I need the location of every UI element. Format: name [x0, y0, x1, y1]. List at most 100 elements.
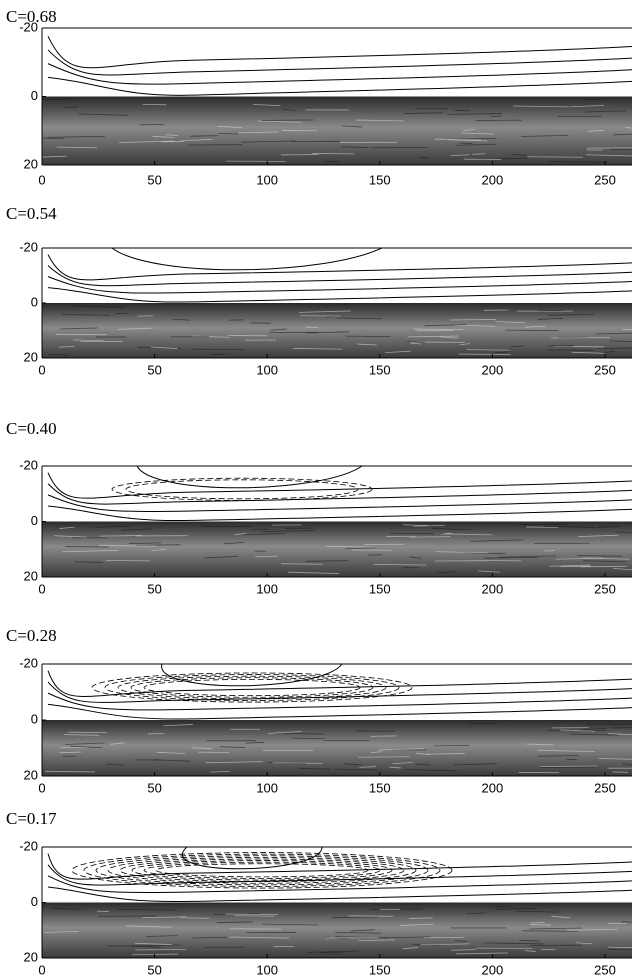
flow-streak: [59, 526, 75, 529]
dashed-contour: [155, 863, 369, 878]
flow-streak: [583, 560, 626, 563]
x-tick-label: 100: [256, 362, 278, 377]
flow-streak: [64, 734, 100, 736]
flow-streak: [415, 752, 431, 755]
flow-streak: [560, 729, 596, 732]
flow-streak: [580, 727, 607, 731]
flow-streak: [238, 131, 279, 134]
flow-streak: [135, 544, 181, 546]
flow-streak: [415, 763, 431, 766]
flow-streak: [598, 757, 632, 760]
flow-streak: [72, 305, 125, 308]
flow-streak: [281, 108, 296, 111]
flow-streak: [281, 563, 324, 565]
flow-streak: [583, 110, 627, 113]
flow-streak: [410, 342, 422, 345]
flow-streak: [198, 751, 230, 754]
flow-streak: [342, 125, 362, 128]
flow-streak: [459, 343, 471, 346]
dashed-contour: [143, 678, 361, 697]
flow-streak: [262, 923, 319, 926]
flow-streak: [526, 743, 554, 746]
flow-streak: [542, 525, 595, 528]
flow-streak: [463, 129, 475, 132]
y-tick-label: -20: [19, 239, 38, 254]
flow-streak: [270, 328, 287, 331]
flow-streak: [54, 535, 88, 538]
flow-streak: [624, 126, 632, 129]
panel-title: C=0.17: [6, 809, 57, 828]
y-tick-label: 20: [24, 767, 38, 782]
dashed-contour: [95, 855, 429, 886]
flow-streak: [538, 755, 579, 757]
flow-streak: [181, 139, 213, 142]
contour: [161, 663, 343, 687]
contour: [47, 49, 632, 76]
flow-streak: [165, 134, 178, 136]
flow-streak: [117, 908, 177, 911]
flow-streak: [373, 564, 427, 566]
flow-streak: [135, 948, 186, 951]
flow-streak: [466, 349, 511, 351]
flow-streak: [205, 761, 263, 764]
flow-streak: [484, 556, 538, 559]
flow-streak: [469, 722, 497, 725]
flow-streak: [440, 336, 459, 339]
x-tick-label: 50: [147, 581, 161, 596]
panel-title: C=0.28: [6, 626, 57, 645]
dashed-contour: [107, 856, 417, 884]
flow-streak: [357, 756, 410, 758]
flow-streak: [432, 528, 471, 531]
flow-streak: [340, 146, 370, 148]
contour: [47, 63, 632, 85]
flow-streak: [609, 340, 632, 343]
flow-streak: [566, 928, 618, 931]
flow-streak: [356, 119, 404, 122]
y-tick-label: 0: [31, 88, 38, 103]
flow-streak: [216, 921, 253, 923]
x-tick-label: 200: [482, 581, 504, 596]
flow-streak: [622, 763, 632, 766]
flow-streak: [117, 327, 154, 330]
flow-streak: [126, 925, 173, 928]
flow-streak: [218, 132, 239, 135]
flow-streak: [336, 317, 382, 320]
flow-streak: [575, 942, 593, 945]
flow-streak: [424, 753, 465, 755]
flow-streak: [450, 154, 470, 157]
flow-streak: [403, 112, 443, 114]
flow-streak: [334, 768, 377, 771]
flow-streak: [456, 143, 497, 146]
x-tick-label: 250: [594, 962, 616, 977]
flow-streak: [541, 948, 556, 951]
x-tick-label: 50: [147, 962, 161, 977]
x-tick-label: 100: [256, 172, 278, 187]
flow-streak: [292, 737, 326, 740]
flow-streak: [135, 942, 172, 945]
flow-streak: [142, 916, 186, 919]
flow-streak: [400, 923, 434, 926]
x-tick-label: 200: [482, 780, 504, 795]
flow-streak: [402, 947, 419, 950]
flow-streak: [273, 732, 324, 735]
panel-title: C=0.54: [6, 204, 57, 223]
flow-streak: [61, 314, 110, 316]
flow-streak: [513, 105, 569, 108]
x-tick-label: 0: [38, 962, 45, 977]
dashed-contour: [125, 479, 359, 500]
x-tick-label: 0: [38, 780, 45, 795]
flow-streak: [255, 555, 278, 558]
flow-streak: [45, 770, 95, 773]
flow-streak: [435, 551, 489, 554]
flow-streak: [253, 104, 281, 106]
flow-streak: [345, 547, 375, 550]
flow-streak: [241, 140, 296, 143]
x-tick-label: 50: [147, 362, 161, 377]
x-tick-label: 200: [482, 962, 504, 977]
x-tick-label: 150: [369, 962, 391, 977]
flow-streak: [234, 533, 247, 535]
y-tick-label: -20: [19, 457, 38, 472]
flow-streak: [516, 910, 559, 913]
flow-streak: [491, 115, 502, 118]
